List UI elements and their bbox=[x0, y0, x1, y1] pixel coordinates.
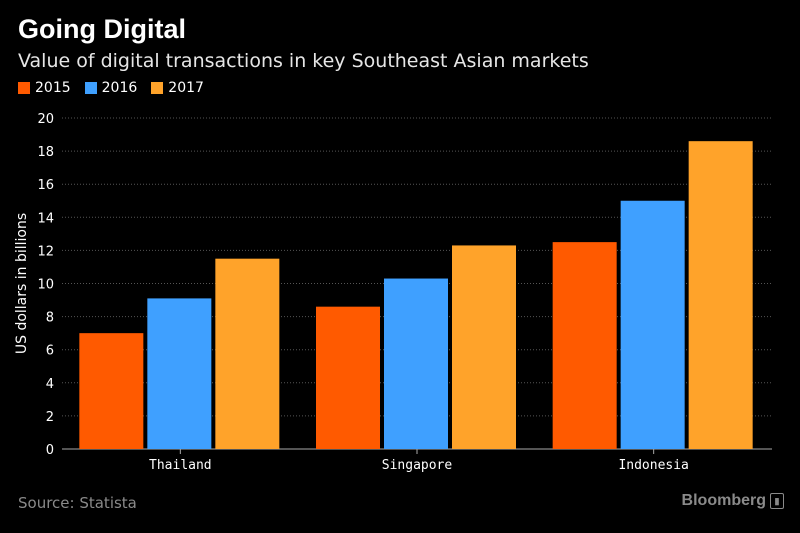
legend-label: 2016 bbox=[101, 80, 138, 96]
legend-label: 2017 bbox=[168, 80, 204, 96]
y-tick-label: 12 bbox=[37, 244, 54, 259]
bar-2016-singapore bbox=[384, 278, 448, 449]
y-tick-label: 14 bbox=[37, 211, 54, 226]
legend: 2015 2016 2017 bbox=[18, 80, 204, 96]
bar-2017-thailand bbox=[215, 258, 280, 449]
bar-2015-singapore bbox=[316, 306, 380, 449]
brand-logo: Bloomberg ▮ bbox=[682, 492, 784, 510]
y-tick-label: 16 bbox=[37, 178, 54, 193]
y-tick-label: 4 bbox=[46, 377, 54, 392]
y-tick-label: 18 bbox=[37, 145, 54, 160]
bar-2015-indonesia bbox=[552, 242, 617, 449]
bar-2016-thailand bbox=[147, 298, 212, 449]
x-tick-label: Indonesia bbox=[618, 458, 688, 473]
chart-title: Going Digital bbox=[18, 14, 186, 44]
legend-item-2017: 2017 bbox=[151, 80, 204, 96]
bar-2016-indonesia bbox=[620, 200, 685, 449]
legend-item-2016: 2016 bbox=[84, 80, 138, 96]
chart-subtitle: Value of digital transactions in key Sou… bbox=[18, 50, 589, 72]
y-tick-label: 2 bbox=[46, 410, 54, 425]
legend-item-2015: 2015 bbox=[18, 80, 71, 96]
y-tick-label: 8 bbox=[46, 311, 54, 326]
source-note: Source: Statista bbox=[18, 494, 137, 512]
x-tick-label: Thailand bbox=[149, 458, 212, 473]
brand-name: Bloomberg bbox=[681, 492, 766, 509]
legend-swatch bbox=[84, 82, 97, 94]
bar-2017-indonesia bbox=[688, 141, 753, 450]
y-axis-label: US dollars in billions bbox=[14, 213, 30, 354]
y-tick-label: 20 bbox=[37, 112, 54, 127]
brand-mark-icon: ▮ bbox=[770, 493, 784, 509]
legend-swatch bbox=[18, 82, 30, 94]
legend-label: 2015 bbox=[35, 80, 71, 96]
y-tick-label: 10 bbox=[37, 278, 54, 293]
y-tick-label: 0 bbox=[46, 443, 54, 458]
legend-swatch bbox=[151, 82, 164, 94]
bar-2015-thailand bbox=[79, 333, 144, 449]
y-tick-label: 6 bbox=[46, 344, 54, 359]
x-tick-label: Singapore bbox=[382, 458, 453, 473]
bar-2017-singapore bbox=[452, 245, 516, 449]
